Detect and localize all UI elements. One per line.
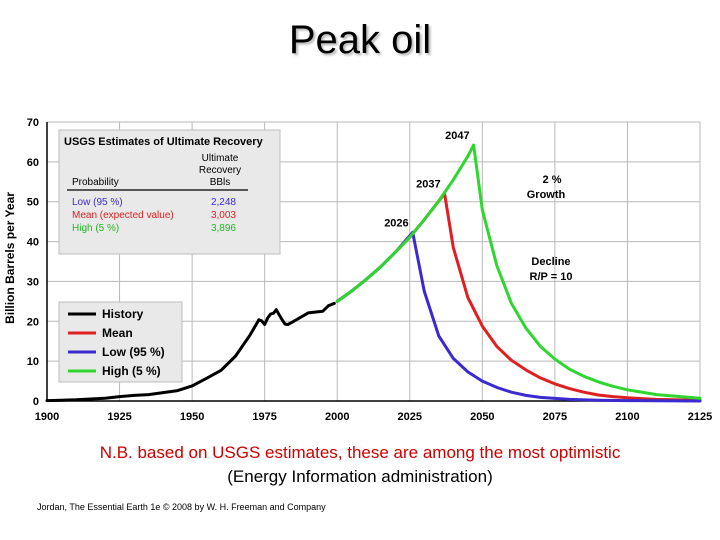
usgs-col2-header-3: BBls	[210, 177, 231, 188]
usgs-row-low-label: Low (95 %)	[72, 197, 123, 208]
peak-label: 2037	[416, 179, 440, 191]
chart-annotations: 2026 2037 2047	[384, 130, 469, 229]
series-line-history	[45, 301, 336, 403]
growth-annotation-1: 2 %	[543, 174, 562, 186]
x-tick-label: 2125	[688, 411, 712, 423]
usgs-col2-header-1: Ultimate	[202, 153, 239, 164]
x-tick-label: 2025	[398, 411, 422, 423]
y-axis-label: Billion Barrels per Year	[3, 192, 17, 324]
peak-label: 2047	[445, 130, 469, 142]
decline-annotation-1: Decline	[531, 256, 570, 268]
usgs-col2-header-2: Recovery	[199, 165, 241, 176]
usgs-table-box	[58, 129, 281, 255]
peak-label: 2026	[384, 217, 408, 229]
chart-series	[45, 143, 702, 403]
y-tick-label: 0	[33, 396, 39, 408]
usgs-col1-header: Probability	[72, 177, 119, 188]
caption-line-2: (Energy Information administration)	[227, 467, 493, 486]
y-tick-label: 70	[27, 117, 39, 129]
usgs-table-title: USGS Estimates of Ultimate Recovery	[64, 136, 264, 148]
series-line-high	[335, 143, 702, 400]
y-tick-label: 40	[27, 237, 39, 249]
peak-oil-chart: 0 10 20 30 40 50 60 70 1900 1925 1950 1975 2000 2025 2…	[3, 117, 712, 423]
x-tick-label: 2100	[615, 411, 639, 423]
legend-label-low: Low (95 %)	[102, 345, 165, 359]
credit-line: Jordan, The Essential Earth 1e © 2008 by…	[37, 502, 326, 512]
legend-label-mean: Mean	[102, 326, 133, 340]
y-tick-label: 60	[27, 157, 39, 169]
chart-axes: 0 10 20 30 40 50 60 70 1900 1925 1950 1975 2000 2025 2…	[27, 117, 712, 423]
usgs-row-high-value: 3,896	[211, 223, 236, 234]
caption: N.B. based on USGS estimates, these are …	[0, 441, 720, 489]
usgs-row-mean-value: 3,003	[211, 210, 236, 221]
y-tick-label: 20	[27, 316, 39, 328]
x-tick-label: 1900	[35, 411, 59, 423]
x-tick-label: 1925	[107, 411, 131, 423]
x-tick-label: 2050	[470, 411, 494, 423]
usgs-table: USGS Estimates of Ultimate Recovery Ulti…	[58, 129, 281, 255]
x-tick-label: 1950	[180, 411, 204, 423]
decline-annotation-2: R/P = 10	[530, 271, 573, 283]
y-tick-label: 10	[27, 356, 39, 368]
x-tick-label: 2000	[325, 411, 349, 423]
x-tick-label: 2075	[543, 411, 567, 423]
y-tick-label: 50	[27, 197, 39, 209]
x-tick-label: 1975	[252, 411, 276, 423]
usgs-row-mean-label: Mean (expected value)	[72, 210, 174, 221]
legend-label-history: History	[102, 307, 144, 321]
chart-legend: History Mean Low (95 %) High (5 %)	[58, 301, 183, 383]
legend-label-high: High (5 %)	[102, 364, 161, 378]
caption-line-1: N.B. based on USGS estimates, these are …	[99, 443, 621, 462]
y-tick-label: 30	[27, 276, 39, 288]
growth-annotation-2: Growth	[527, 189, 566, 201]
usgs-row-low-value: 2,248	[211, 197, 236, 208]
usgs-row-high-label: High (5 %)	[72, 223, 119, 234]
slide-title: Peak oil	[288, 18, 432, 62]
